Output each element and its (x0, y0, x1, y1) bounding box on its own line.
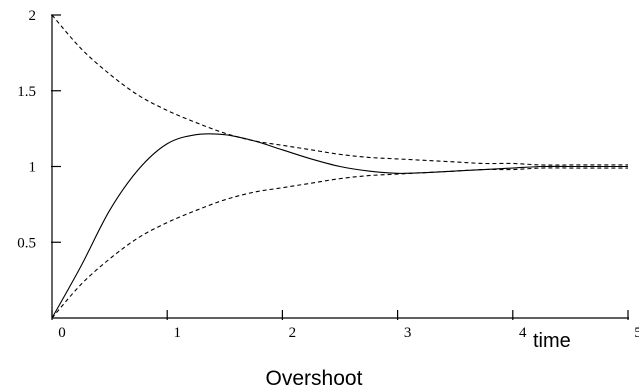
y-tick-label: 1.5 (17, 84, 36, 100)
series-line-2 (51, 14, 628, 166)
y-tick-label: 0.5 (17, 235, 36, 251)
x-tick-label: 4 (519, 325, 527, 341)
series-line-3 (51, 167, 628, 319)
x-tick-label: 0 (58, 325, 66, 341)
series-line-1 (51, 133, 628, 319)
chart-caption: Overshoot (266, 367, 363, 390)
y-tick-label: 1 (29, 160, 37, 176)
x-tick-label: 1 (173, 325, 181, 341)
y-tick-label: 2 (29, 8, 37, 24)
x-tick-label: 2 (289, 325, 297, 341)
x-axis-label: time (533, 330, 571, 352)
x-tick-label: 3 (404, 325, 412, 341)
x-tick-label: 5 (634, 325, 639, 341)
series-layer (51, 14, 628, 319)
ticks-layer: 0 1 2 3 4 5 0.5 1 1.5 2 (17, 8, 639, 341)
